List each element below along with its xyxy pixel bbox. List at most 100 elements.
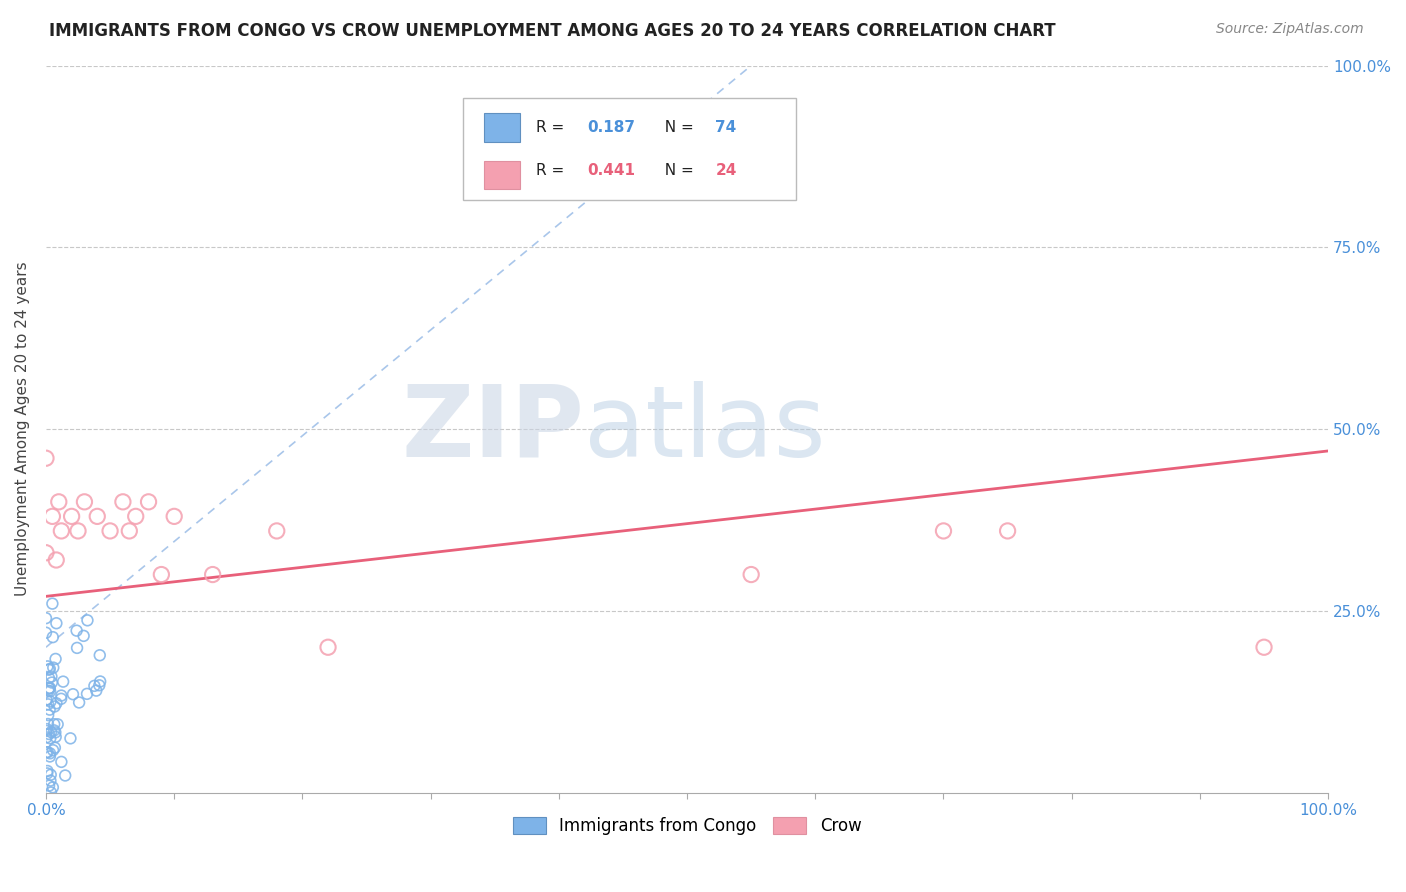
Point — [41, 597, 63, 611]
Point — [37, 764, 59, 778]
Point — [37, 659, 59, 673]
Text: R =: R = — [536, 120, 569, 135]
Point — [73, 495, 96, 509]
Point — [66, 624, 89, 638]
Point — [35, 546, 58, 560]
Point — [38, 779, 60, 793]
Point — [201, 567, 224, 582]
Point — [39, 785, 62, 799]
Point — [83, 679, 105, 693]
Point — [89, 678, 111, 692]
Point — [51, 524, 73, 538]
Point — [38, 671, 60, 685]
Point — [35, 722, 58, 736]
Point — [118, 524, 141, 538]
Point — [37, 766, 59, 780]
Point — [89, 648, 111, 663]
Point — [37, 745, 59, 759]
Point — [42, 780, 65, 795]
Point — [41, 509, 63, 524]
FancyBboxPatch shape — [463, 98, 796, 200]
Legend: Immigrants from Congo, Crow: Immigrants from Congo, Crow — [513, 817, 862, 835]
Point — [150, 567, 173, 582]
Bar — [485, 113, 520, 142]
Point — [48, 495, 70, 509]
Point — [37, 708, 59, 723]
Point — [35, 611, 58, 625]
Point — [66, 524, 89, 538]
Text: 24: 24 — [716, 162, 737, 178]
Point — [42, 723, 65, 738]
Point — [39, 684, 62, 698]
Point — [38, 703, 60, 717]
Point — [39, 768, 62, 782]
Point — [37, 717, 59, 731]
Point — [740, 567, 762, 582]
Point — [44, 717, 66, 731]
Point — [35, 731, 58, 745]
Point — [45, 730, 67, 744]
Point — [125, 509, 148, 524]
Point — [997, 524, 1019, 538]
Point — [45, 652, 67, 666]
Point — [89, 674, 111, 689]
Point — [98, 524, 121, 538]
Point — [35, 745, 58, 759]
Point — [35, 723, 58, 738]
Point — [39, 773, 62, 788]
Text: 0.441: 0.441 — [588, 162, 636, 178]
Point — [38, 749, 60, 764]
Point — [84, 683, 107, 698]
Point — [51, 755, 73, 769]
Text: ZIP: ZIP — [402, 381, 585, 477]
Point — [86, 509, 108, 524]
Text: 74: 74 — [716, 120, 737, 135]
Point — [266, 524, 288, 538]
Point — [35, 693, 58, 707]
Point — [76, 613, 98, 627]
Point — [53, 768, 76, 782]
Point — [44, 725, 66, 739]
Point — [42, 630, 65, 644]
Point — [39, 731, 62, 746]
Point — [38, 681, 60, 695]
Point — [44, 699, 66, 714]
Text: Source: ZipAtlas.com: Source: ZipAtlas.com — [1216, 22, 1364, 37]
Point — [39, 694, 62, 708]
Point — [45, 696, 67, 710]
Bar — [485, 161, 520, 189]
Point — [59, 731, 82, 746]
Point — [38, 727, 60, 741]
Point — [38, 662, 60, 676]
Point — [111, 495, 134, 509]
Point — [39, 725, 62, 739]
Point — [66, 640, 89, 655]
Text: atlas: atlas — [585, 381, 827, 477]
Point — [38, 681, 60, 696]
Point — [38, 663, 60, 677]
Point — [39, 747, 62, 761]
Point — [42, 660, 65, 674]
Point — [38, 681, 60, 696]
Point — [316, 640, 339, 655]
Point — [46, 717, 69, 731]
Point — [41, 669, 63, 683]
Point — [49, 691, 72, 706]
Text: 0.187: 0.187 — [588, 120, 636, 135]
Point — [41, 675, 63, 690]
Point — [932, 524, 955, 538]
Point — [60, 509, 83, 524]
Point — [44, 740, 66, 755]
Point — [67, 696, 90, 710]
Text: R =: R = — [536, 162, 569, 178]
Point — [42, 743, 65, 757]
Point — [1253, 640, 1275, 655]
Point — [35, 451, 58, 466]
Text: N =: N = — [655, 162, 699, 178]
Point — [51, 689, 73, 703]
Point — [37, 683, 59, 698]
Point — [62, 687, 84, 701]
Point — [163, 509, 186, 524]
Point — [45, 616, 67, 631]
Point — [37, 698, 59, 712]
